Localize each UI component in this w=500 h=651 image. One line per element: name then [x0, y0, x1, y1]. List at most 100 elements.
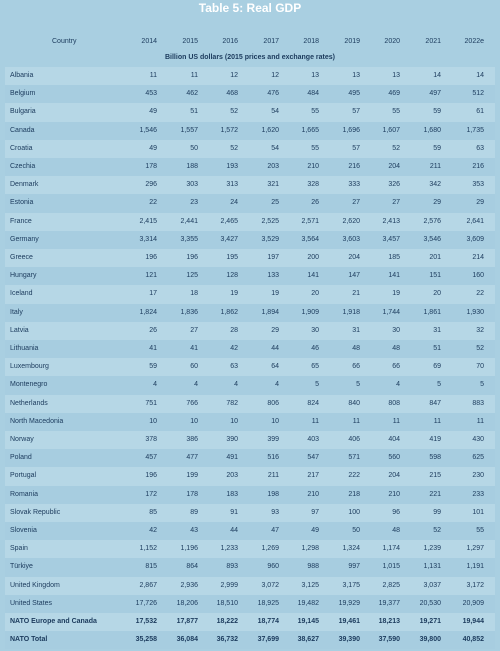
value-cell: 1,744 — [382, 308, 400, 316]
value-cell: 1,862 — [220, 308, 238, 316]
column-header: 2021 — [425, 38, 441, 45]
country-cell: Greece — [10, 254, 33, 261]
value-cell: 19,461 — [338, 618, 360, 625]
value-cell: 31 — [433, 326, 441, 334]
country-cell: Albania — [10, 72, 34, 79]
value-cell: 178 — [145, 163, 157, 170]
country-cell: Norway — [10, 436, 34, 443]
value-cell: 54 — [271, 108, 279, 116]
value-cell: 1,607 — [382, 126, 400, 134]
value-cell: 48 — [392, 527, 400, 534]
value-cell: 1,572 — [220, 126, 238, 134]
value-cell: 69 — [433, 363, 441, 371]
value-cell: 3,175 — [342, 581, 360, 589]
value-cell: 806 — [267, 399, 279, 407]
value-cell: 20,909 — [462, 599, 484, 607]
country-cell: Germany — [10, 235, 39, 243]
value-cell: 4 — [396, 381, 400, 389]
value-cell: 59 — [433, 108, 441, 116]
value-cell: 457 — [145, 454, 157, 462]
country-cell: Hungary — [10, 272, 37, 280]
value-cell: 751 — [145, 399, 157, 407]
value-cell: 18,213 — [378, 618, 400, 625]
value-cell: 883 — [472, 399, 484, 407]
value-cell: 52 — [433, 527, 441, 534]
value-cell: 4 — [153, 381, 157, 389]
value-cell: 782 — [226, 399, 238, 407]
value-cell: 196 — [145, 254, 157, 261]
value-cell: 10 — [149, 417, 157, 425]
table-row: Greece 196 196 195 197 200 204 185 201 214 — [5, 249, 495, 268]
country-cell: Poland — [10, 454, 32, 462]
value-cell: 215 — [429, 472, 441, 480]
value-cell: 37,590 — [378, 636, 400, 644]
value-cell: 48 — [352, 345, 360, 352]
value-cell: 342 — [429, 181, 441, 189]
value-cell: 203 — [267, 163, 279, 170]
value-cell: 847 — [429, 399, 441, 407]
value-cell: 1,269 — [261, 545, 279, 553]
table-row: Latvia 26 27 28 29 30 31 30 31 32 — [5, 321, 495, 340]
value-cell: 625 — [472, 454, 484, 462]
value-cell: 453 — [145, 90, 157, 98]
value-cell: 85 — [149, 508, 157, 516]
value-cell: 65 — [311, 363, 319, 371]
value-cell: 19 — [392, 290, 400, 298]
country-cell: Bulgaria — [10, 108, 36, 116]
value-cell: 476 — [267, 90, 279, 98]
value-cell: 12 — [271, 72, 279, 79]
value-cell: 55 — [476, 527, 484, 534]
table-row: Estonia 22 23 24 25 26 27 27 29 29 — [5, 194, 495, 213]
value-cell: 51 — [190, 108, 198, 116]
value-cell: 41 — [190, 345, 198, 352]
value-cell: 1,239 — [423, 545, 441, 553]
value-cell: 18,206 — [176, 599, 198, 607]
table-row: Albania 11 11 12 12 13 13 13 14 14 — [5, 67, 495, 86]
value-cell: 55 — [311, 144, 319, 152]
value-cell: 313 — [226, 181, 238, 189]
table-row: Netherlands 751 766 782 806 824 840 808 847 883 — [5, 394, 495, 413]
value-cell: 2,441 — [180, 217, 198, 225]
country-cell: Estonia — [10, 199, 34, 207]
value-cell: 1,196 — [180, 545, 198, 553]
value-cell: 147 — [348, 272, 360, 280]
value-cell: 1,696 — [342, 126, 360, 134]
value-cell: 1,894 — [261, 308, 279, 316]
value-cell: 598 — [429, 454, 441, 462]
value-cell: 403 — [307, 436, 319, 443]
country-cell: Denmark — [10, 181, 39, 189]
value-cell: 20 — [433, 290, 441, 298]
value-cell: 66 — [352, 363, 360, 371]
country-cell: Latvia — [10, 326, 29, 334]
value-cell: 27 — [352, 199, 360, 207]
value-cell: 218 — [348, 490, 360, 498]
value-cell: 151 — [429, 272, 441, 280]
value-cell: 19,929 — [338, 599, 360, 607]
value-cell: 211 — [429, 163, 441, 170]
value-cell: 3,529 — [261, 235, 279, 243]
table-row: Denmark 296 303 313 321 328 333 326 342 353 — [5, 176, 495, 195]
value-cell: 35,258 — [135, 636, 157, 644]
value-cell: 497 — [429, 90, 441, 98]
value-cell: 210 — [388, 490, 400, 498]
value-cell: 17 — [149, 290, 157, 298]
value-cell: 204 — [348, 254, 360, 261]
value-cell: 4 — [194, 381, 198, 389]
value-cell: 1,233 — [220, 545, 238, 553]
value-cell: 27 — [392, 199, 400, 207]
value-cell: 296 — [145, 181, 157, 189]
value-cell: 5 — [356, 381, 360, 389]
value-cell: 3,427 — [220, 235, 238, 243]
value-cell: 216 — [348, 163, 360, 170]
value-cell: 160 — [472, 272, 484, 280]
value-cell: 495 — [348, 90, 360, 98]
value-cell: 18,510 — [216, 599, 238, 607]
table-row: Romania 172 178 183 198 210 218 210 221 233 — [5, 485, 495, 504]
value-cell: 1,015 — [382, 563, 400, 571]
value-cell: 210 — [307, 163, 319, 170]
value-cell: 3,172 — [466, 581, 484, 589]
value-cell: 211 — [267, 472, 279, 480]
table-row: NATO Europe and Canada 17,532 17,877 18,222… — [5, 613, 495, 632]
value-cell: 47 — [271, 527, 279, 534]
value-cell: 484 — [307, 90, 319, 98]
